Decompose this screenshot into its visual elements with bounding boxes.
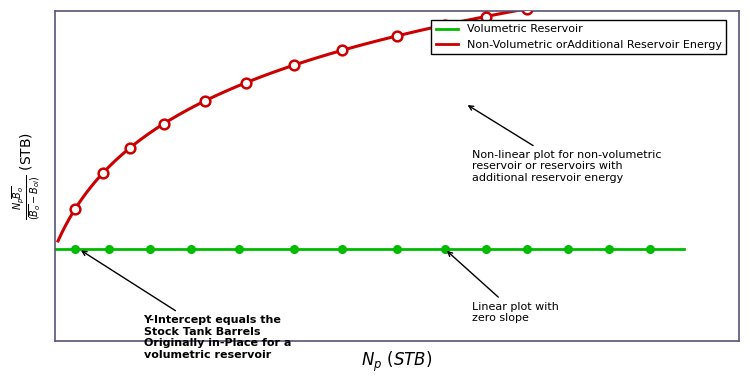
Legend: Volumetric Reservoir, Non-Volumetric orAdditional Reservoir Energy: Volumetric Reservoir, Non-Volumetric orA… bbox=[431, 20, 727, 54]
Text: Non-linear plot for non-volumetric
reservoir or reservoirs with
additional reser: Non-linear plot for non-volumetric reser… bbox=[469, 106, 662, 183]
Y-axis label: $\frac{N_p\overline{B_o}}{(\overline{B_o} - B_{oi})}$ (STB): $\frac{N_p\overline{B_o}}{(\overline{B_o… bbox=[11, 132, 44, 220]
Text: Y-Intercept equals the
Stock Tank Barrels
Originally in-Place for a
volumetric r: Y-Intercept equals the Stock Tank Barrel… bbox=[82, 251, 291, 360]
Text: Linear plot with
zero slope: Linear plot with zero slope bbox=[448, 252, 559, 323]
X-axis label: $N_p \ (STB)$: $N_p \ (STB)$ bbox=[361, 350, 433, 374]
